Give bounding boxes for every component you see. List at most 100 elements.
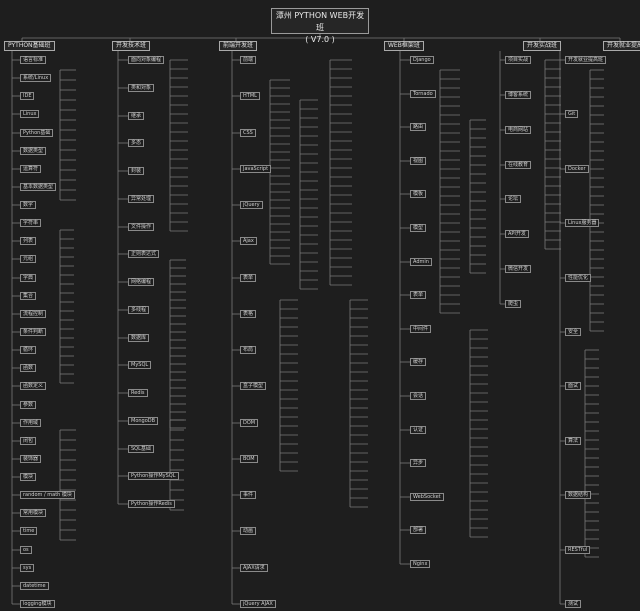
col2-node[interactable]: Python操作Redis bbox=[128, 500, 175, 508]
col3-node[interactable]: 表格 bbox=[240, 310, 257, 318]
col2-node[interactable]: 网络编程 bbox=[128, 278, 155, 286]
col1-node[interactable]: os bbox=[20, 546, 32, 554]
col5-node[interactable]: API开发 bbox=[505, 230, 529, 238]
col3-node[interactable]: Ajax bbox=[240, 237, 257, 245]
col4-node[interactable]: 模型 bbox=[410, 224, 427, 232]
col3-node[interactable]: JavaScript bbox=[240, 165, 272, 173]
col5-node[interactable]: 项目实战 bbox=[505, 56, 532, 64]
col2-node[interactable]: 多线程 bbox=[128, 306, 150, 314]
col2-node[interactable]: MySQL bbox=[128, 361, 152, 369]
col2-node[interactable]: 封装 bbox=[128, 167, 145, 175]
col1-node[interactable]: 函数定义 bbox=[20, 382, 47, 390]
col5-node[interactable]: 在线教育 bbox=[505, 161, 532, 169]
col3-node[interactable]: 盒子模型 bbox=[240, 382, 267, 390]
col2-node[interactable]: SQL基础 bbox=[128, 445, 154, 453]
col2-node[interactable]: 多态 bbox=[128, 139, 145, 147]
col2-node[interactable]: MongoDB bbox=[128, 417, 159, 425]
col1-node[interactable]: 字符串 bbox=[20, 219, 42, 227]
col3-node[interactable]: 前端 bbox=[240, 56, 257, 64]
col4-node[interactable]: 路由 bbox=[410, 123, 427, 131]
col3-node[interactable]: 布局 bbox=[240, 346, 257, 354]
branch-dev-tech[interactable]: 开发技术班 bbox=[112, 41, 151, 51]
col1-node[interactable]: Python基础 bbox=[20, 129, 54, 137]
col6-node[interactable]: 面试 bbox=[565, 382, 582, 390]
col1-node[interactable]: 数据类型 bbox=[20, 147, 47, 155]
col4-node[interactable]: 表单 bbox=[410, 291, 427, 299]
col5-node[interactable]: 电商网站 bbox=[505, 126, 532, 134]
col4-node[interactable]: 认证 bbox=[410, 426, 427, 434]
col1-node[interactable]: time bbox=[20, 527, 38, 535]
root-title-node[interactable]: 潭州 PYTHON WEB开发班 ( V7.0 ) bbox=[271, 8, 369, 44]
col2-node[interactable]: Redis bbox=[128, 389, 148, 397]
branch-career-advance[interactable]: 开发就业提高班 bbox=[603, 41, 640, 51]
col1-node[interactable]: datetime bbox=[20, 582, 49, 590]
col1-node[interactable]: 字典 bbox=[20, 274, 37, 282]
col3-node[interactable]: 动画 bbox=[240, 527, 257, 535]
col1-node[interactable]: random / math 模块 bbox=[20, 491, 75, 499]
col1-node[interactable]: 元组 bbox=[20, 255, 37, 263]
branch-web-framework[interactable]: WEB框架班 bbox=[384, 41, 424, 51]
col6-node[interactable]: 性能优化 bbox=[565, 274, 592, 282]
col2-node[interactable]: 面向对象编程 bbox=[128, 56, 165, 64]
col1-node[interactable]: 循环 bbox=[20, 346, 37, 354]
col3-node[interactable]: 事件 bbox=[240, 491, 257, 499]
col4-node[interactable]: 中间件 bbox=[410, 325, 432, 333]
col3-node[interactable]: 表单 bbox=[240, 274, 257, 282]
col2-node[interactable]: 继承 bbox=[128, 112, 145, 120]
col4-node[interactable]: 部署 bbox=[410, 526, 427, 534]
col4-node[interactable]: 模板 bbox=[410, 190, 427, 198]
col2-node[interactable]: 文件操作 bbox=[128, 223, 155, 231]
col4-node[interactable]: 缓存 bbox=[410, 358, 427, 366]
col3-node[interactable]: CSS bbox=[240, 129, 256, 137]
col1-node[interactable]: 数字 bbox=[20, 201, 37, 209]
col6-node[interactable]: Linux服务器 bbox=[565, 219, 600, 227]
col1-node[interactable]: 闭包 bbox=[20, 437, 37, 445]
col6-node[interactable]: 测试 bbox=[565, 600, 582, 608]
col3-node[interactable]: BOM bbox=[240, 455, 258, 463]
col1-node[interactable]: 条件判断 bbox=[20, 328, 47, 336]
col3-node[interactable]: HTML bbox=[240, 92, 260, 100]
col1-node[interactable]: 列表 bbox=[20, 237, 37, 245]
col3-node[interactable]: jQuery AJAX bbox=[240, 600, 276, 608]
col5-node[interactable]: 爬虫 bbox=[505, 300, 522, 308]
col2-node[interactable]: 正则表达式 bbox=[128, 250, 160, 258]
col6-node[interactable]: RESTful bbox=[565, 546, 591, 554]
col6-node[interactable]: 开发就业提高班 bbox=[565, 56, 607, 64]
col6-node[interactable]: Docker bbox=[565, 165, 589, 173]
col1-node[interactable]: 流程控制 bbox=[20, 310, 47, 318]
branch-frontend[interactable]: 前端开发班 bbox=[219, 41, 258, 51]
col6-node[interactable]: 安全 bbox=[565, 328, 582, 336]
col1-node[interactable]: Linux bbox=[20, 110, 40, 118]
col4-node[interactable]: Nginx bbox=[410, 560, 431, 568]
col2-node[interactable]: 类和对象 bbox=[128, 84, 155, 92]
col1-node[interactable]: 运算符 bbox=[20, 165, 42, 173]
col4-node[interactable]: 会话 bbox=[410, 392, 427, 400]
col2-node[interactable]: 异常处理 bbox=[128, 195, 155, 203]
col3-node[interactable]: jQuery bbox=[240, 201, 263, 209]
col5-node[interactable]: 微信开发 bbox=[505, 265, 532, 273]
col5-node[interactable]: 论坛 bbox=[505, 195, 522, 203]
col1-node[interactable]: 函数 bbox=[20, 364, 37, 372]
col6-node[interactable]: Git bbox=[565, 110, 579, 118]
col4-node[interactable]: Django bbox=[410, 56, 434, 64]
col1-node[interactable]: 装饰器 bbox=[20, 455, 42, 463]
col4-node[interactable]: 异步 bbox=[410, 459, 427, 467]
col1-node[interactable]: 作用域 bbox=[20, 419, 42, 427]
col2-node[interactable]: Python操作MySQL bbox=[128, 472, 179, 480]
col6-node[interactable]: 数据结构 bbox=[565, 491, 592, 499]
col1-node[interactable]: sys bbox=[20, 564, 35, 572]
col1-node[interactable]: 语言标准 bbox=[20, 56, 47, 64]
col4-node[interactable]: Tornado bbox=[410, 90, 436, 98]
col1-node[interactable]: logging模块 bbox=[20, 600, 55, 608]
col1-node[interactable]: 参数 bbox=[20, 401, 37, 409]
col1-node[interactable]: 系统/Linux bbox=[20, 74, 52, 82]
col4-node[interactable]: 视图 bbox=[410, 157, 427, 165]
col3-node[interactable]: DOM bbox=[240, 419, 259, 427]
col1-node[interactable]: 集合 bbox=[20, 292, 37, 300]
col2-node[interactable]: 数据库 bbox=[128, 334, 150, 342]
col4-node[interactable]: WebSocket bbox=[410, 493, 444, 501]
col1-node[interactable]: 基本数据类型 bbox=[20, 183, 57, 191]
col4-node[interactable]: Admin bbox=[410, 258, 432, 266]
branch-project-practice[interactable]: 开发实战班 bbox=[523, 41, 562, 51]
col3-node[interactable]: AJAX请求 bbox=[240, 564, 268, 572]
